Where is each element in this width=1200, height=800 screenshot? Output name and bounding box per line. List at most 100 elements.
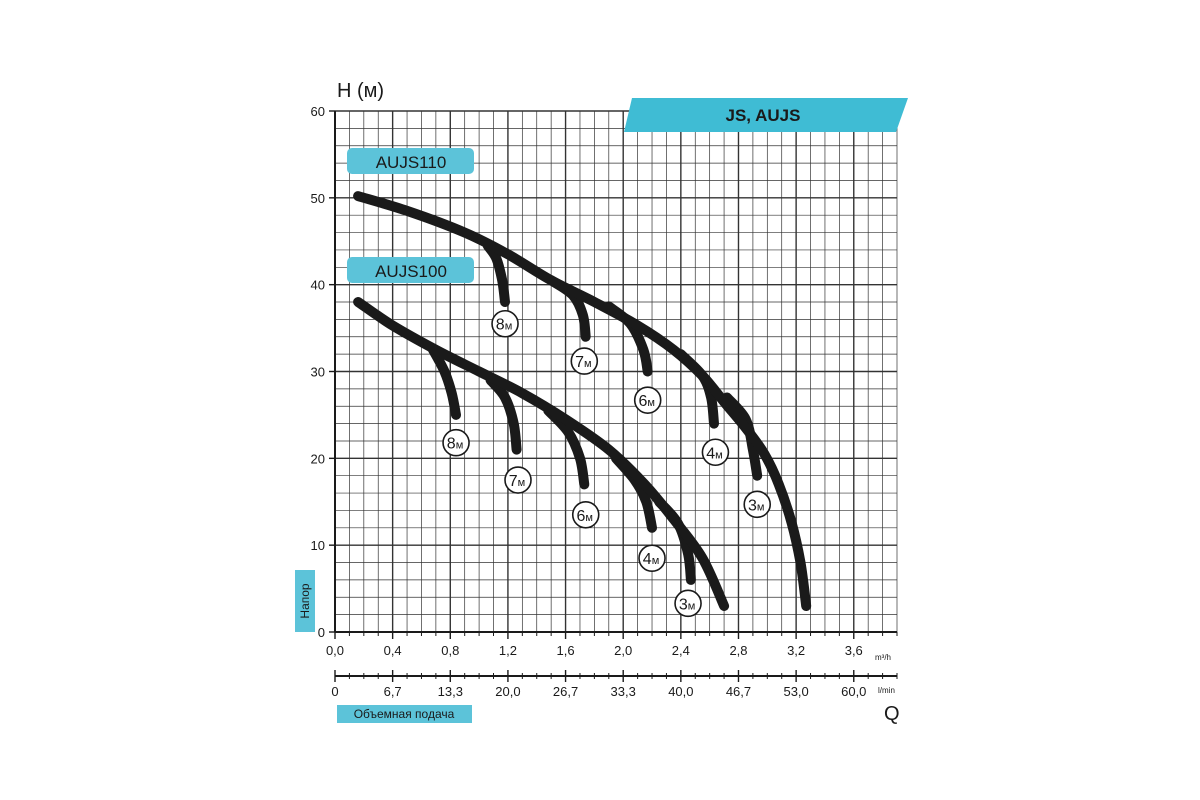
depth-label-text: 4м [643,551,659,568]
depth-label-aujs110-7m: 7м [570,347,599,375]
depth-label-unit: м [757,501,765,513]
curve-main-aujs100 [353,297,730,611]
x-side-label-box [337,705,472,723]
x2-tick-label: 60,0 [841,684,866,699]
x2-tick-label: 53,0 [783,684,808,699]
y-tick-label: 50 [311,191,325,206]
depth-label-number: 6 [638,393,647,410]
depth-label-unit: м [715,449,723,461]
depth-label-unit: м [688,600,696,612]
y-tick-label: 60 [311,104,325,119]
series-tag-aujs100: AUJS100 [347,257,474,283]
x-tick-label: 1,2 [499,643,517,658]
depth-label-number: 7 [575,354,584,371]
depth-label-unit: м [647,397,655,409]
x-tick-label: 0,8 [441,643,459,658]
depth-label-unit: м [505,321,513,333]
depth-label-unit: м [585,512,593,524]
curve-branch-aujs100-7m [485,375,522,455]
series-tag-aujs110: AUJS110 [347,148,474,174]
depth-label-aujs110-8m: 8м [491,309,519,338]
y-tick-label: 30 [311,365,325,380]
y-side-label-text: Напор [298,583,312,619]
x-unit-label: m³/h [875,653,891,662]
depth-label-unit: м [456,440,464,452]
series-tag-aujs110-box [347,148,474,174]
y-tick-label: 20 [311,451,325,466]
x-side-label-text: Объемная подача [354,707,455,721]
grid [334,110,898,633]
x2-tick-label: 0 [331,684,338,699]
depth-label-number: 4 [643,551,652,568]
depth-label-text: 7м [575,354,591,371]
x-side-label: Объемная подача [337,705,472,723]
x-tick-label: 2,0 [614,643,632,658]
series-tag-aujs100-box [347,257,474,283]
curves [353,191,812,611]
y-axis-title: H (м) [337,80,384,102]
depth-label-aujs100-6m: 6м [571,500,600,529]
depth-label-number: 4 [706,445,715,462]
depth-label-text: 6м [638,393,654,410]
depth-label-circle [571,500,600,529]
y-tick-label: 10 [311,538,325,553]
depth-label-aujs110-6m: 6м [633,386,662,414]
x2-tick-label: 20,0 [495,684,520,699]
depth-label-text: 3м [679,596,695,613]
series-tag-aujs110-text: AUJS110 [376,153,447,172]
title-banner-shape [624,98,908,132]
depth-label-unit: м [584,358,592,370]
depth-label-circle [674,589,702,618]
depth-label-text: 8м [447,436,463,453]
x-tick-label: 0,0 [326,643,344,658]
depth-label-number: 3 [679,596,688,613]
depth-label-number: 3 [748,497,757,514]
depth-label-unit: м [652,555,660,567]
x-tick-label: 2,4 [672,643,690,658]
depth-label-circle [743,490,772,519]
depth-label-aujs100-3m: 3м [674,589,702,618]
curve-main-aujs110 [353,191,812,611]
x-tick-label: 2,8 [729,643,747,658]
x-tick-label: 3,2 [787,643,805,658]
depth-label-text: 7м [509,473,525,490]
chart-title: JS, AUJS [726,106,801,125]
x2-tick-label: 46,7 [726,684,751,699]
x2-tick-label: 26,7 [553,684,578,699]
x2-tick-label: 13,3 [438,684,463,699]
depth-label-circle [570,347,599,375]
x-tick-label: 3,6 [845,643,863,658]
depth-label-unit: м [518,477,526,489]
depth-label-circle [638,544,666,572]
y-side-label: Напор [295,570,315,632]
x2-unit-label: l/min [878,686,895,695]
depth-label-aujs110-3m: 3м [743,490,772,519]
depth-label-aujs100-4m: 4м [638,544,666,572]
depth-label-text: 8м [496,317,512,334]
depth-label-number: 6 [577,508,586,525]
depth-label-number: 8 [496,317,505,334]
depth-label-text: 3м [748,497,764,514]
depth-label-number: 8 [447,436,456,453]
depth-label-aujs100-8m: 8м [442,428,470,457]
x-tick-label: 0,4 [384,643,402,658]
depth-label-aujs100-7m: 7м [504,466,532,494]
series-tag-aujs100-text: AUJS100 [375,262,447,281]
depth-label-aujs110-4m: 4м [701,438,730,467]
x-axis-title: Q [884,703,900,725]
depth-label-circle [633,386,662,414]
depth-label-text: 4м [706,445,722,462]
depth-label-circle [701,438,730,467]
x2-tick-label: 6,7 [384,684,402,699]
depth-label-circle [504,466,532,494]
x2-tick-label: 40,0 [668,684,693,699]
depth-label-text: 6м [577,508,593,525]
title-banner: JS, AUJS [624,98,908,132]
depth-label-number: 7 [509,473,518,490]
depth-label-circle [442,428,470,457]
curve-branch-aujs100-8m [428,344,461,420]
x-tick-label: 1,6 [557,643,575,658]
